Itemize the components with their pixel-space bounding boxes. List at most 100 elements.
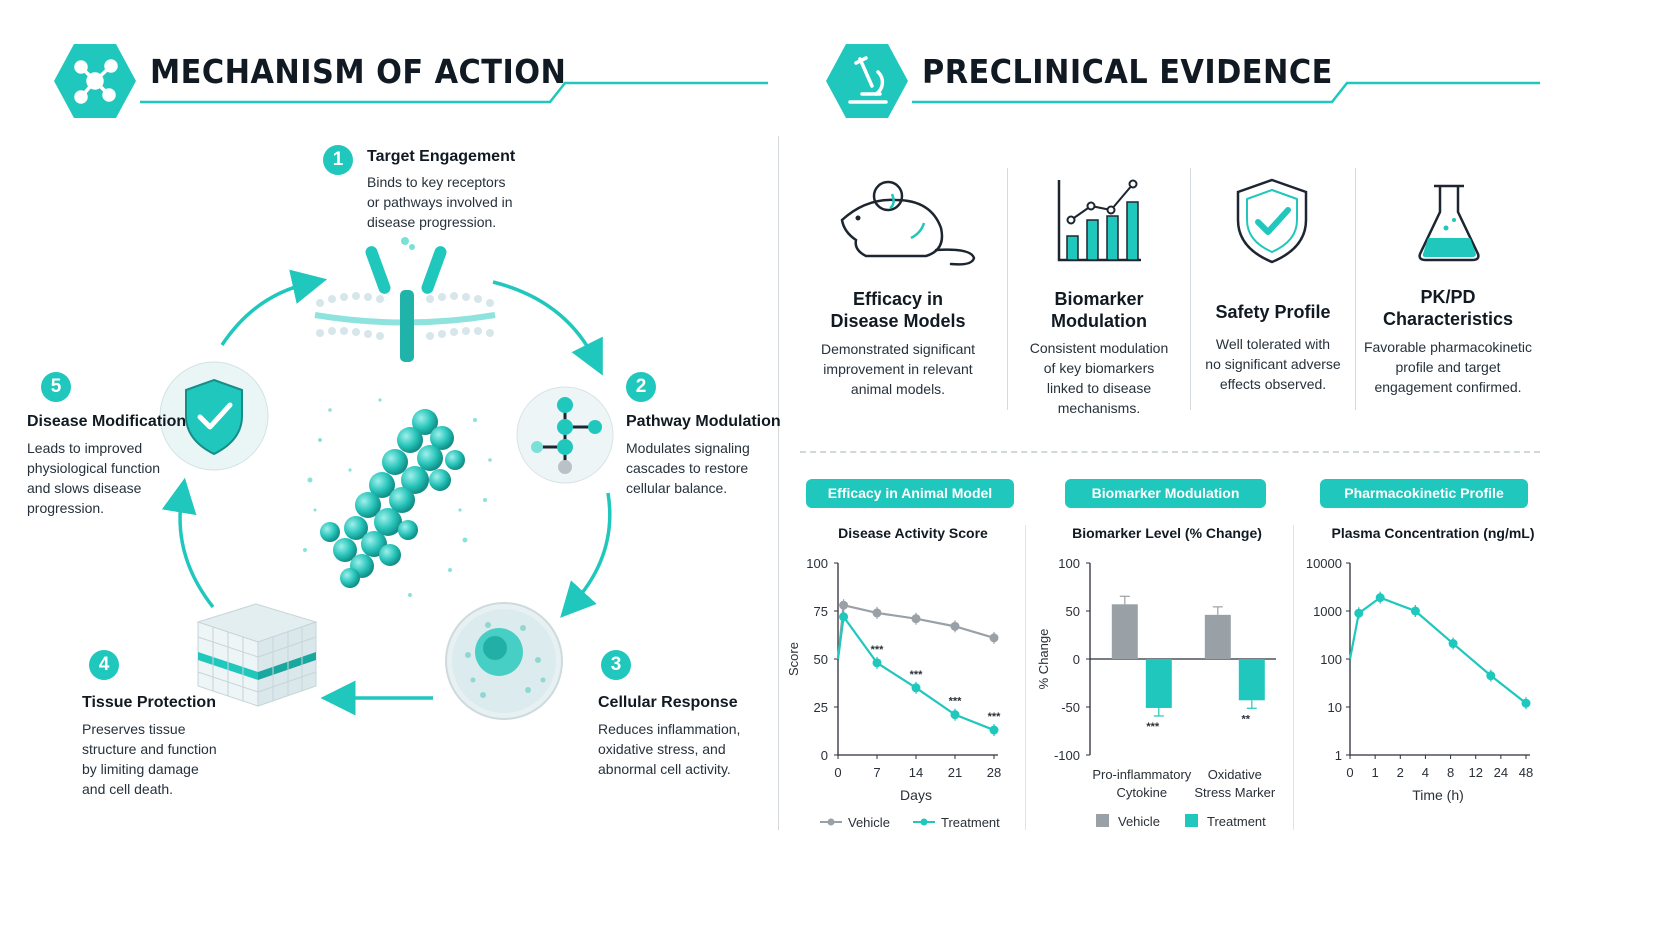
- x-axis-label: Days: [900, 787, 932, 803]
- chart-divider: [1025, 525, 1026, 830]
- step-1-title: Target Engagement: [367, 148, 516, 165]
- significance-marker: ***: [910, 669, 924, 681]
- section-divider: [778, 136, 779, 830]
- significance-marker: ***: [949, 696, 963, 708]
- category-label: Stress Marker: [1194, 785, 1276, 800]
- card-pkpd-title: PK/PD Characteristics: [1382, 287, 1514, 329]
- pill-biomarker: Biomarker Modulation: [1065, 479, 1266, 508]
- data-point-vehicle: [872, 608, 882, 618]
- receptor-membrane-icon: [314, 237, 496, 362]
- x-axis-label: Time (h): [1412, 787, 1464, 803]
- data-point: [1521, 698, 1531, 708]
- molecule-network-icon: [54, 44, 136, 118]
- y-tick-label: 10000: [1306, 556, 1342, 571]
- y-tick-label: -100: [1054, 748, 1080, 763]
- step-5-number: 5: [41, 372, 71, 402]
- y-tick-label: 1: [1335, 748, 1342, 763]
- mouse-icon: [840, 180, 976, 266]
- legend-marker: [920, 818, 928, 826]
- x-tick-label: 2: [1397, 765, 1404, 780]
- data-point-treatment: [950, 710, 960, 720]
- cell-icon: [445, 602, 563, 720]
- step-5-desc: Leads to improved physiological function a…: [27, 440, 161, 516]
- legend-swatch: [1096, 814, 1109, 827]
- shield-check-icon: [159, 361, 269, 471]
- biomarker-chart: 100 50 0 -50 -100 % Change *** Pro-inflammatory…: [1036, 556, 1276, 829]
- card-safety-title: Safety Profile: [1215, 302, 1331, 322]
- chart-1-title: Disease Activity Score: [838, 525, 988, 541]
- y-tick-label: 50: [1066, 604, 1080, 619]
- x-tick-label: 8: [1447, 765, 1454, 780]
- significance-marker: ***: [871, 644, 885, 656]
- bar-vehicle: [1204, 614, 1231, 659]
- dashed-separator: [800, 451, 1540, 453]
- cycle-arrows: [161, 269, 612, 716]
- pathway-molecule-icon: [516, 386, 614, 484]
- x-tick-label: 4: [1422, 765, 1429, 780]
- step-3-title: Cellular Response: [598, 694, 738, 711]
- disease-activity-chart: 0 25 50 75 100 0 7 14 21 28 Days Score *** *** *** *** V…: [786, 556, 1001, 830]
- mechanism-title: MECHANISM OF ACTION: [150, 52, 567, 91]
- data-point: [1448, 639, 1458, 649]
- y-tick-label: 100: [1320, 652, 1342, 667]
- bar-treatment: [1145, 659, 1172, 708]
- bar-trend-chart-icon: [1057, 179, 1141, 262]
- y-tick-label: 75: [814, 604, 828, 619]
- data-point-vehicle: [911, 614, 921, 624]
- card-divider: [1190, 168, 1191, 410]
- tissue-cube-icon: [196, 603, 318, 707]
- y-tick-label: -50: [1061, 700, 1080, 715]
- pill-efficacy: Efficacy in Animal Model: [806, 479, 1014, 508]
- step-4-title: Tissue Protection: [82, 694, 216, 711]
- significance-marker: **: [1242, 713, 1251, 725]
- card-divider: [1355, 168, 1356, 410]
- card-efficacy-desc: Demonstrated significant improvement in r…: [820, 341, 976, 397]
- bar-treatment: [1238, 659, 1265, 701]
- step-2-desc: Modulates signaling cascades to restore ce…: [626, 440, 750, 496]
- x-tick-label: 24: [1494, 765, 1508, 780]
- y-tick-label: 100: [806, 556, 828, 571]
- y-tick-label: 0: [1073, 652, 1080, 667]
- legend-swatch: [1185, 814, 1198, 827]
- step-5-title: Disease Modification: [27, 413, 187, 430]
- microscope-icon: [826, 44, 908, 118]
- preclinical-title: PRECLINICAL EVIDENCE: [922, 52, 1333, 91]
- step-1-number: 1: [323, 145, 353, 175]
- step-3-desc: Reduces inflammation, oxidative stress, a…: [598, 721, 741, 777]
- safety-shield-icon: [1236, 178, 1308, 264]
- x-tick-label: 28: [987, 765, 1001, 780]
- data-point: [1410, 606, 1420, 616]
- legend-label: Treatment: [1207, 814, 1266, 829]
- step-2-number: 2: [626, 372, 656, 402]
- header-underline-right: [912, 81, 1540, 104]
- category-label: Cytokine: [1117, 785, 1168, 800]
- x-tick-label: 1: [1372, 765, 1379, 780]
- data-point-vehicle: [950, 621, 960, 631]
- step-4-number: 4: [89, 650, 119, 680]
- step-3-number: 3: [601, 650, 631, 680]
- chart-3-title: Plasma Concentration (ng/mL): [1331, 525, 1535, 541]
- legend-label: Treatment: [941, 815, 1000, 830]
- series-line-treatment: [836, 613, 995, 732]
- y-tick-label: 100: [1058, 556, 1080, 571]
- y-tick-label: 50: [814, 652, 828, 667]
- flask-icon: [1418, 184, 1480, 262]
- legend-label: Vehicle: [1118, 814, 1160, 829]
- x-tick-label: 7: [873, 765, 880, 780]
- y-tick-label: 10: [1328, 700, 1342, 715]
- card-biomarker-title: Biomarker Modulation: [1051, 289, 1147, 331]
- x-tick-label: 0: [834, 765, 841, 780]
- data-point: [1375, 593, 1385, 603]
- data-point-treatment: [872, 658, 882, 668]
- category-label: Pro-inflammatory: [1092, 767, 1191, 782]
- bar-vehicle: [1111, 604, 1138, 659]
- data-point-treatment: [839, 612, 849, 622]
- y-axis-label: Score: [786, 642, 801, 676]
- chart-2-title: Biomarker Level (% Change): [1072, 525, 1262, 541]
- step-1-desc: Binds to key receptors or pathways involv…: [367, 174, 513, 230]
- pk-line: [1348, 596, 1527, 705]
- x-tick-label: 12: [1468, 765, 1482, 780]
- y-tick-label: 25: [814, 700, 828, 715]
- x-tick-label: 0: [1346, 765, 1353, 780]
